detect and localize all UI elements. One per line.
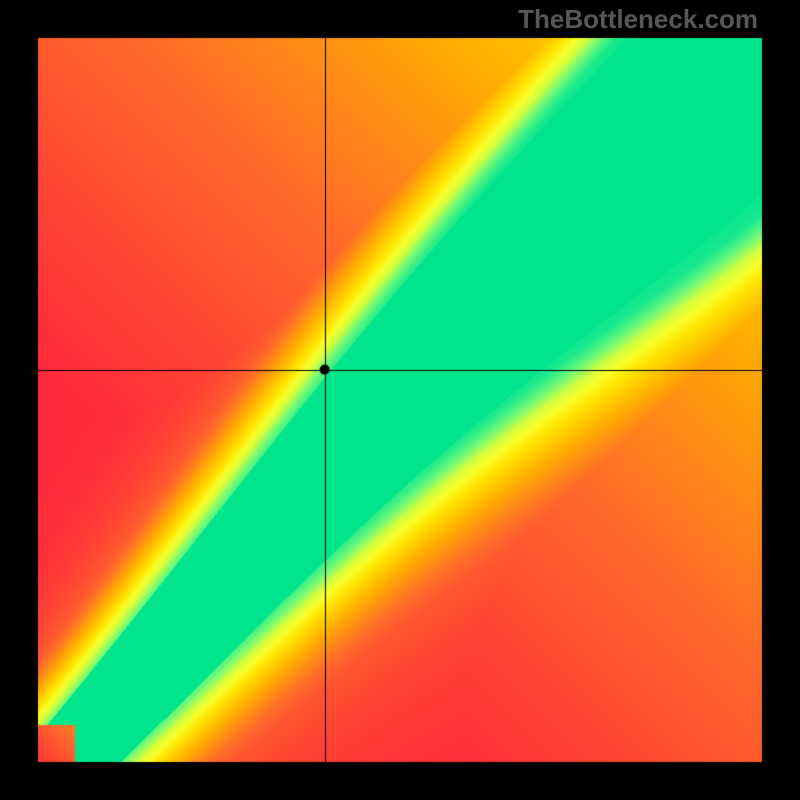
chart-container: { "chart": { "type": "heatmap", "canvas_… xyxy=(0,0,800,800)
bottleneck-heatmap xyxy=(0,0,800,800)
watermark-text: TheBottleneck.com xyxy=(518,4,758,35)
